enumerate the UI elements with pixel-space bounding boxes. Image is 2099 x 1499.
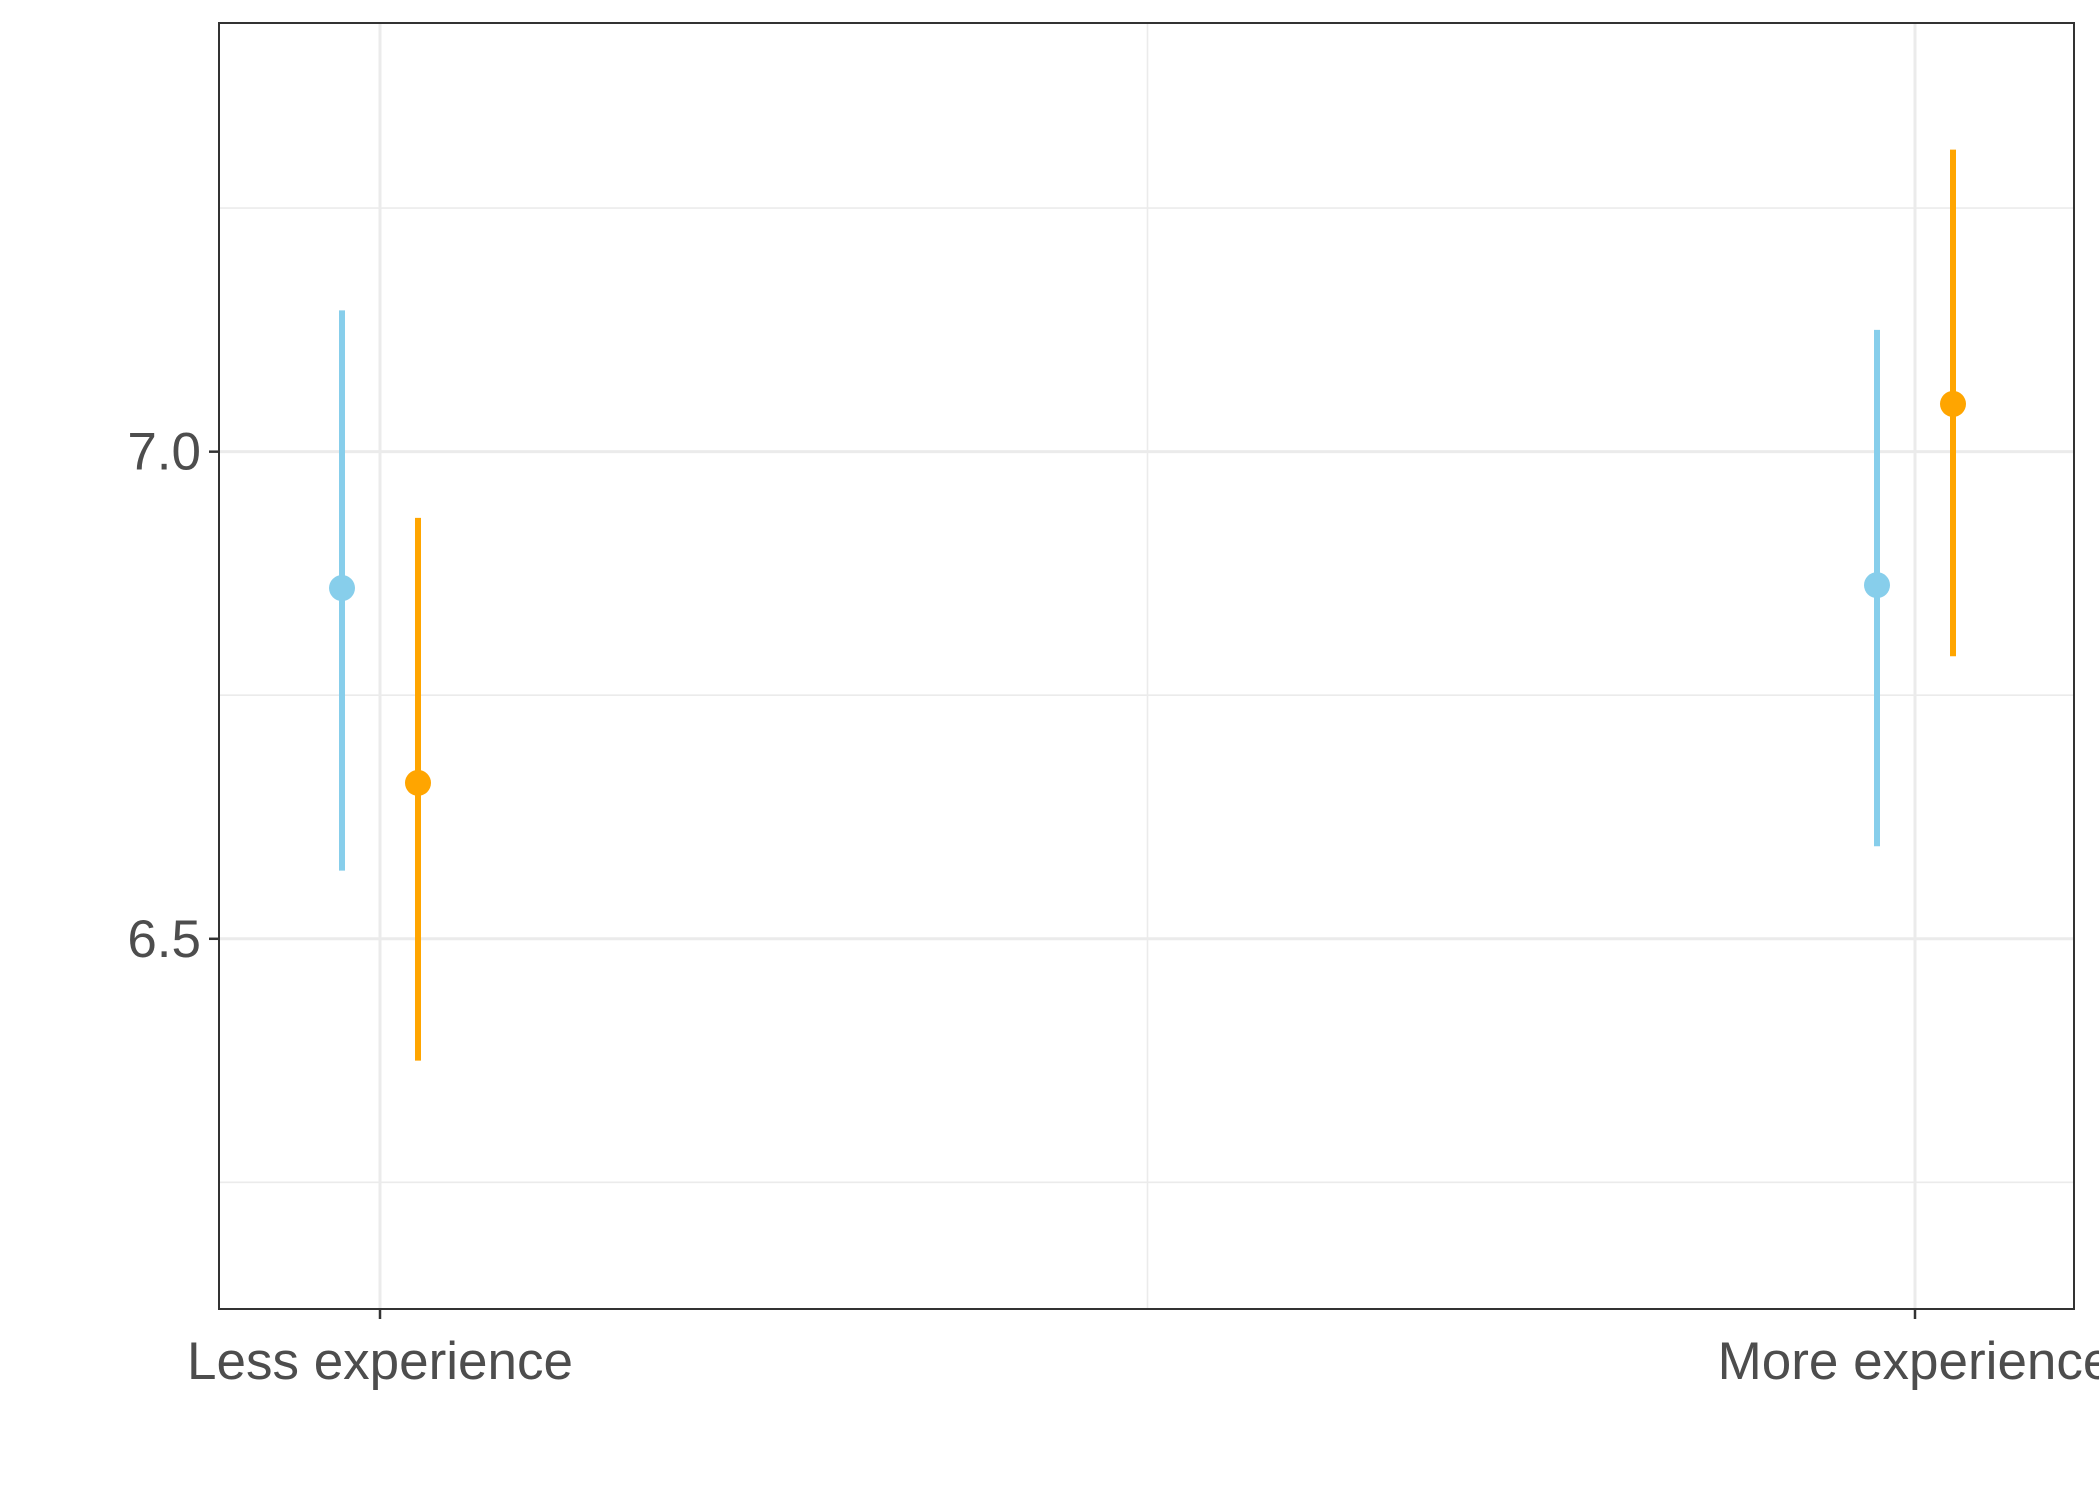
panel-border (218, 22, 2075, 1310)
data-point (1940, 390, 1966, 417)
data-point (1864, 572, 1890, 599)
y-tick-label: 7.0 (127, 423, 201, 482)
x-tick-label: More experience (1718, 1332, 2099, 1391)
data-point (405, 769, 431, 796)
marks-layer (329, 149, 1966, 1061)
axes-layer: 6.5 7.0 Less experience More experience (127, 423, 2099, 1391)
x-tick-label: Less experience (187, 1332, 573, 1391)
y-tick-label: 6.5 (127, 910, 201, 969)
grid-layer (219, 23, 2074, 1309)
data-point (329, 575, 355, 602)
